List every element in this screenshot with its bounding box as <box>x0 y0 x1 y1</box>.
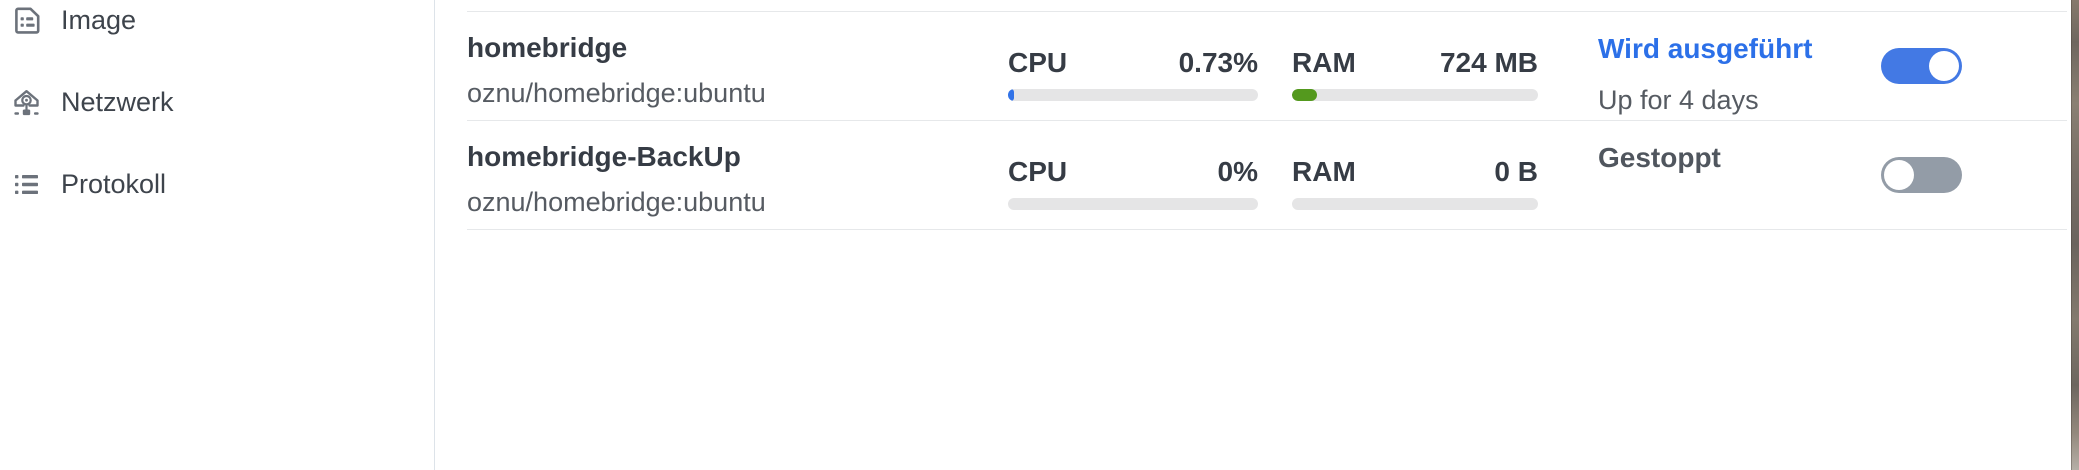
sidebar-item-label: Netzwerk <box>61 86 174 117</box>
desktop-wallpaper-edge <box>2071 0 2079 470</box>
container-name: homebridge <box>467 32 628 63</box>
ram-progress-fill <box>1292 88 1317 101</box>
cpu-value: 0.73% <box>1178 46 1258 78</box>
image-file-icon <box>15 7 40 34</box>
cpu-stat: CPU 0% <box>1008 155 1258 210</box>
cpu-stat: CPU 0.73% <box>1008 46 1258 101</box>
container-name-cell: homebridge oznu/homebridge:ubuntu <box>467 12 1008 120</box>
status-cell: Wird ausgeführt Up for 4 days <box>1598 12 1881 120</box>
cpu-progressbar <box>1008 197 1258 210</box>
status-cell: Gestoppt <box>1598 121 1881 229</box>
sidebar-item-label: Protokoll <box>61 168 167 199</box>
sidebar: Image Netzwerk Protokoll <box>0 0 435 470</box>
uptime-text: Up for 4 days <box>1598 85 1759 115</box>
container-rows: homebridge oznu/homebridge:ubuntu CPU 0.… <box>467 11 2067 230</box>
status-text: Wird ausgeführt <box>1598 33 1813 64</box>
ram-progressbar <box>1292 88 1538 101</box>
power-toggle[interactable] <box>1881 48 1962 84</box>
cpu-label: CPU <box>1008 155 1068 187</box>
sidebar-item-label: Image <box>61 4 137 35</box>
container-row: homebridge-BackUp oznu/homebridge:ubuntu… <box>467 121 2067 230</box>
cpu-label: CPU <box>1008 46 1068 78</box>
container-image: oznu/homebridge:ubuntu <box>467 78 766 108</box>
ram-value: 724 MB <box>1439 46 1538 78</box>
container-name-cell: homebridge-BackUp oznu/homebridge:ubuntu <box>467 121 1008 229</box>
ram-stat: RAM 724 MB <box>1292 46 1538 101</box>
ram-label: RAM <box>1292 46 1356 78</box>
ram-label: RAM <box>1292 155 1356 187</box>
container-list-panel: homebridge oznu/homebridge:ubuntu CPU 0.… <box>436 0 2071 470</box>
log-list-icon <box>15 174 38 194</box>
container-name: homebridge-BackUp <box>467 141 741 172</box>
ram-stat: RAM 0 B <box>1292 155 1538 210</box>
ram-value: 0 B <box>1494 155 1538 187</box>
power-toggle[interactable] <box>1881 157 1962 193</box>
sidebar-item-protokoll[interactable]: Protokoll <box>11 166 434 202</box>
cpu-progress-fill <box>1008 88 1014 101</box>
sidebar-item-image[interactable]: Image <box>11 2 434 38</box>
toggle-knob <box>1929 51 1959 81</box>
status-text: Gestoppt <box>1598 142 1721 173</box>
ram-progressbar <box>1292 197 1538 210</box>
toggle-knob <box>1884 160 1914 190</box>
container-row: homebridge oznu/homebridge:ubuntu CPU 0.… <box>467 12 2067 121</box>
cpu-value: 0% <box>1217 155 1258 187</box>
network-icon <box>14 89 39 115</box>
sidebar-item-netzwerk[interactable]: Netzwerk <box>11 84 434 120</box>
container-image: oznu/homebridge:ubuntu <box>467 187 766 217</box>
cpu-progressbar <box>1008 88 1258 101</box>
